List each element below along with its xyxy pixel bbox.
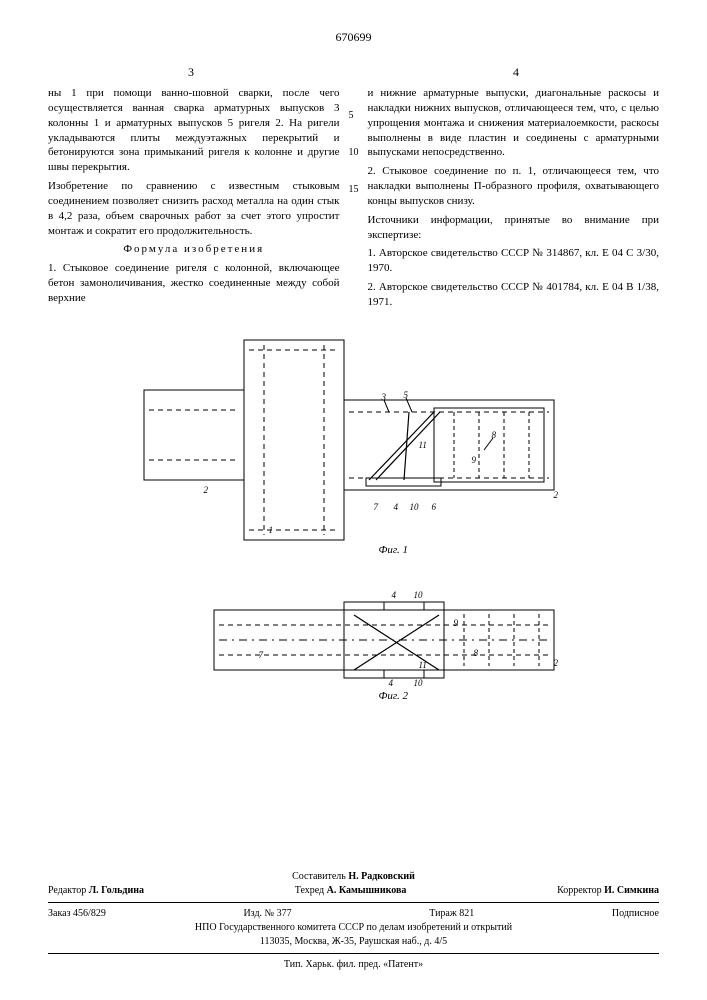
printer: Тип. Харьк. фил. пред. «Патент» [48,958,659,972]
figure-drawing [114,330,594,730]
org-name: НПО Государственного комитета СССР по де… [48,921,659,935]
fig-annot: 11 [419,660,427,670]
fig-annot: 10 [414,678,423,688]
line-num: 15 [349,184,359,195]
sources-heading: Источники информации, принятые во вниман… [368,213,660,243]
fig-annot: 4 [392,590,397,600]
fig-annot: 9 [454,618,459,628]
col-right-num: 4 [513,65,519,80]
fig-annot: 9 [472,455,477,465]
izd-num: Изд. № 377 [243,907,291,921]
order-num: Заказ 456/829 [48,907,106,921]
fig-annot: 8 [492,430,497,440]
corrector-name: И. Симкина [604,885,659,896]
fig-annot: 6 [432,502,437,512]
podpis: Подписное [612,907,659,921]
paragraph: 1. Стыковое соединение ригеля с колонной… [48,261,340,306]
compiler-name: Н. Радковский [348,871,415,882]
col-left-num: 3 [188,65,194,80]
fig2-caption: Фиг. 2 [379,690,409,702]
fig-annot: 8 [474,648,479,658]
fig-annot: 11 [419,440,427,450]
paragraph: 2. Стыковое соединение по п. 1, отличающ… [368,164,660,209]
fig-annot: 7 [374,502,379,512]
footer: Составитель Н. Радковский Редактор Л. Го… [48,870,659,972]
line-num: 10 [349,147,359,158]
figures: 1 2 2 3 4 5 6 7 8 9 10 11 Фиг. 1 2 4 4 7… [114,330,594,730]
editor-name: Л. Гольдина [89,885,144,896]
column-numbers: 3 4 [48,65,659,80]
fig-annot: 10 [410,502,419,512]
fig-annot: 1 [269,525,274,535]
fig-annot: 2 [554,658,559,668]
editor-label: Редактор [48,885,86,896]
paragraph: 1. Авторское свидетельство СССР № 314867… [368,246,660,276]
compiler-label: Составитель [292,871,346,882]
formula-heading: Формула изобретения [48,242,340,257]
fig-annot: 10 [414,590,423,600]
techred-name: А. Камышникова [327,885,407,896]
fig-annot: 4 [394,502,399,512]
fig-annot: 2 [204,485,209,495]
paragraph: 2. Авторское свидетельство СССР № 401784… [368,280,660,310]
fig-annot: 3 [382,392,387,402]
fig-annot: 4 [389,678,394,688]
fig-annot: 5 [404,390,409,400]
fig-annot: 2 [554,490,559,500]
paragraph: ны 1 при помощи ванно-шовной сварки, пос… [48,86,340,175]
paragraph: Изобретение по сравнению с известным сты… [48,179,340,238]
org-address: 113035, Москва, Ж-35, Раушская наб., д. … [48,935,659,949]
corrector-label: Корректор [557,885,602,896]
techred-label: Техред [295,885,324,896]
paragraph: и нижние арматурные выпуски, диагональны… [368,86,660,160]
fig-annot: 7 [259,650,264,660]
line-num: 5 [349,110,359,121]
doc-number: 670699 [48,30,659,45]
tirazh: Тираж 821 [429,907,474,921]
fig1-caption: Фиг. 1 [379,544,409,556]
line-numbers: 5 10 15 [349,110,359,195]
